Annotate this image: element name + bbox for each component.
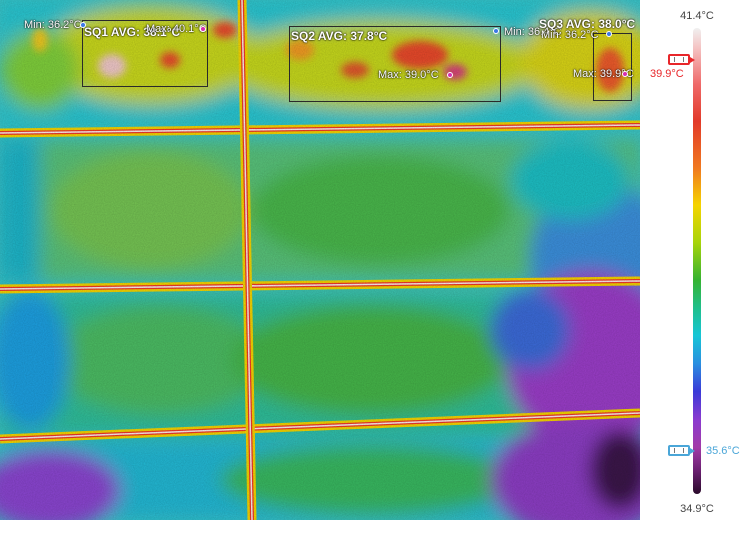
roi-min-sq2: Min: 36.4°C: [504, 26, 562, 38]
roi-box-sq3[interactable]: [593, 33, 632, 101]
low-threshold-slider[interactable]: [668, 445, 695, 456]
roi-label-sq2: SQ2 AVG: 37.8°C: [291, 29, 388, 43]
roi-max-marker-sq3: [622, 71, 628, 77]
high-threshold-slider[interactable]: [668, 54, 695, 65]
scale-max-label: 41.4°C: [680, 10, 714, 22]
roi-min-marker-sq2: [493, 28, 499, 34]
roi-min-sq1: Min: 36.2°C: [24, 19, 82, 31]
roi-min-marker-sq3: [606, 31, 612, 37]
thermal-image[interactable]: SQ1 AVG: 38.1°C Min: 36.2°C Max: 40.1°C …: [0, 0, 640, 520]
roi-box-sq2[interactable]: [289, 26, 501, 102]
high-threshold-value: 39.9°C: [650, 68, 684, 80]
color-gradient-bar: [693, 28, 701, 494]
roi-label-sq1: SQ1 AVG: 38.1°C: [84, 25, 181, 39]
scale-min-label: 34.9°C: [680, 503, 714, 515]
thermal-heatmap: [0, 0, 640, 520]
roi-label-sq3: SQ3 AVG: 38.0°C: [539, 17, 636, 31]
roi-min-sq3: Min: 36.2°C: [541, 29, 599, 41]
low-threshold-value: 35.6°C: [706, 445, 740, 457]
roi-box-sq1[interactable]: [82, 20, 208, 87]
roi-max-sq2: Max: 39.0°C: [378, 69, 439, 81]
roi-max-sq3: Max: 39.9°C: [573, 68, 634, 80]
grip-icon: [674, 57, 684, 62]
roi-min-marker-sq1: [80, 22, 86, 28]
roi-max-marker-sq2: [447, 72, 453, 78]
grip-icon: [674, 448, 684, 453]
roi-max-marker-sq1: [200, 26, 206, 32]
roi-max-sq1: Max: 40.1°C: [146, 23, 207, 35]
temperature-palette: 41.4°C 39.9°C 35.6°C 34.9°C: [640, 0, 743, 555]
